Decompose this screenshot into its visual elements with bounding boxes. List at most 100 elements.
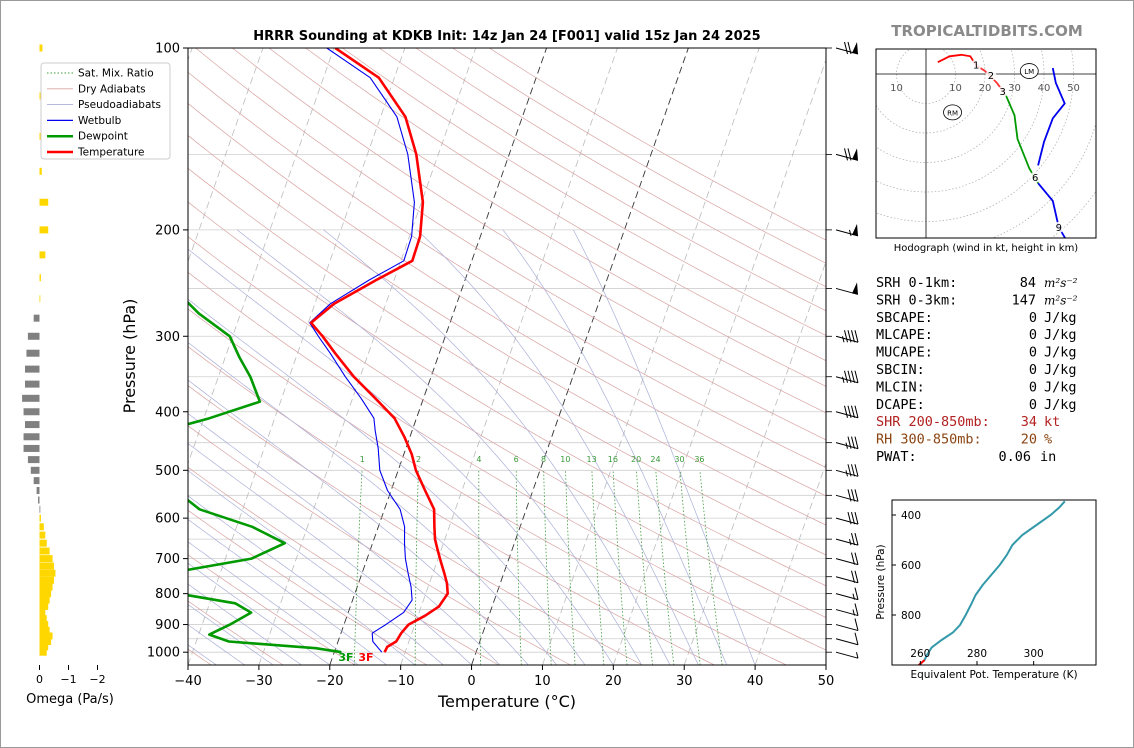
legend-entry: Temperature bbox=[77, 147, 145, 159]
height-label: 6 bbox=[1032, 173, 1038, 184]
wind-barb bbox=[835, 405, 859, 419]
mixing-ratio-line bbox=[591, 470, 605, 665]
omega-bar bbox=[39, 590, 52, 598]
barb-flag bbox=[854, 464, 859, 477]
omega-tick-label: 0 bbox=[36, 673, 43, 686]
mixing-ratio-label: 36 bbox=[694, 455, 704, 464]
omega-bar bbox=[38, 496, 40, 504]
y-tick-label: 500 bbox=[155, 464, 180, 479]
height-label: 2 bbox=[988, 71, 994, 82]
height-marker bbox=[1029, 171, 1041, 183]
hodograph-ring-label: 20 bbox=[979, 83, 992, 94]
skew-t-legend: Sat. Mix. Ratio Dry Adiabats Pseudoadiabat… bbox=[40, 62, 171, 160]
index-label: PWAT: bbox=[876, 449, 917, 465]
mixing-ratio-label: 30 bbox=[674, 455, 684, 464]
omega-bar bbox=[39, 539, 47, 547]
omega-bar bbox=[23, 408, 40, 416]
omega-bar bbox=[39, 44, 43, 52]
storm-motion-marker bbox=[943, 104, 962, 121]
barb-half-flag bbox=[852, 593, 855, 600]
pseudoadiabat bbox=[188, 604, 274, 665]
dry-adiabat bbox=[188, 554, 356, 665]
height-marker bbox=[970, 59, 982, 71]
index-value: 20 bbox=[1021, 432, 1037, 448]
barb-flag bbox=[847, 148, 852, 161]
y-tick-label: 200 bbox=[155, 223, 180, 238]
dry-adiabat bbox=[188, 346, 715, 665]
skew-t-frame bbox=[187, 47, 827, 666]
omega-bar bbox=[39, 514, 41, 522]
dry-adiabat bbox=[195, 48, 826, 441]
omega-tick-label: −1 bbox=[60, 673, 76, 686]
dry-adiabat bbox=[188, 466, 499, 665]
index-unit: J/kg bbox=[1044, 397, 1077, 413]
barb-flag bbox=[851, 370, 855, 383]
hodograph-label: Hodograph (wind in kt, height in km) bbox=[894, 243, 1079, 254]
barb-staff bbox=[835, 638, 859, 646]
mixing-ratio-line bbox=[353, 470, 363, 665]
dry-adiabat bbox=[188, 71, 826, 468]
wind-barb bbox=[835, 603, 859, 617]
index-value: 0.06 bbox=[998, 449, 1031, 465]
isotherm bbox=[471, 48, 689, 665]
hodograph-panel: 10 10 20 30 40 50 123 6 9 LM RM Hodograph (wind in … bbox=[875, 48, 1097, 254]
omega-bar bbox=[39, 626, 50, 634]
x-tick-label: 40 bbox=[747, 674, 764, 689]
height-label: 3 bbox=[1000, 87, 1006, 98]
height-marker bbox=[985, 69, 997, 81]
pseudoadiabat bbox=[188, 298, 586, 665]
wind-barb bbox=[835, 587, 859, 601]
dry-adiabat bbox=[415, 48, 826, 288]
mixing-ratio-label: 1 bbox=[360, 455, 365, 464]
pseudoadiabat bbox=[188, 624, 245, 665]
dry-adiabat bbox=[188, 600, 284, 665]
hodograph-trace bbox=[1004, 94, 1039, 184]
index-label: MLCAPE: bbox=[876, 327, 933, 343]
barb-pennant bbox=[852, 223, 858, 236]
dry-adiabat bbox=[188, 385, 643, 665]
dry-adiabat bbox=[188, 236, 826, 618]
isotherm bbox=[542, 48, 760, 665]
x-tick-label: 50 bbox=[818, 674, 835, 689]
barb-flag bbox=[847, 489, 852, 502]
dry-adiabat bbox=[232, 48, 826, 414]
mixing-ratio-line bbox=[414, 470, 419, 665]
isotherm bbox=[683, 260, 826, 665]
index-unit: J/kg bbox=[1044, 310, 1077, 326]
index-unit: in bbox=[1040, 449, 1056, 465]
wind-barb bbox=[835, 618, 859, 632]
mixing-ratio-label: 6 bbox=[514, 455, 519, 464]
pseudoadiabat bbox=[236, 229, 643, 665]
omega-bar bbox=[39, 609, 46, 617]
barb-flag bbox=[847, 370, 852, 383]
y-tick-label: 700 bbox=[155, 552, 180, 567]
pseudoadiabat bbox=[188, 583, 302, 665]
pseudoadiabat bbox=[188, 541, 359, 665]
omega-panel: 0 −1 −2 Omega (Pa/s) bbox=[22, 44, 114, 707]
x-tick-label: −40 bbox=[174, 674, 201, 689]
brand-watermark: TROPICALTIDBITS.COM bbox=[891, 22, 1083, 40]
index-value: 34 bbox=[1021, 414, 1037, 430]
isotherm bbox=[188, 48, 264, 263]
dry-adiabat bbox=[188, 167, 826, 556]
dry-adiabat bbox=[379, 48, 826, 312]
theta-e-y-tick-label: 800 bbox=[901, 610, 921, 622]
isotherm bbox=[612, 58, 826, 665]
legend-entry: Dewpoint bbox=[78, 131, 128, 143]
omega-bar bbox=[39, 295, 41, 303]
omega-bar bbox=[39, 643, 49, 651]
skew-t-clip-group bbox=[188, 48, 826, 665]
barb-staff bbox=[835, 624, 859, 632]
hodograph-trace bbox=[937, 53, 977, 66]
index-value: 0 bbox=[1029, 397, 1037, 413]
height-marker bbox=[997, 86, 1009, 98]
dry-adiabat bbox=[342, 48, 826, 336]
x-tick-label: 30 bbox=[676, 674, 693, 689]
theta-e-frame bbox=[891, 499, 1097, 666]
mixing-ratio-label: 4 bbox=[476, 455, 481, 464]
hodograph-clip-group: 10 10 20 30 40 50 123 6 9 LM RM bbox=[876, 49, 1096, 238]
barb-flag bbox=[847, 405, 852, 418]
dry-adiabat bbox=[188, 308, 787, 665]
pseudoadiabat bbox=[188, 341, 557, 665]
